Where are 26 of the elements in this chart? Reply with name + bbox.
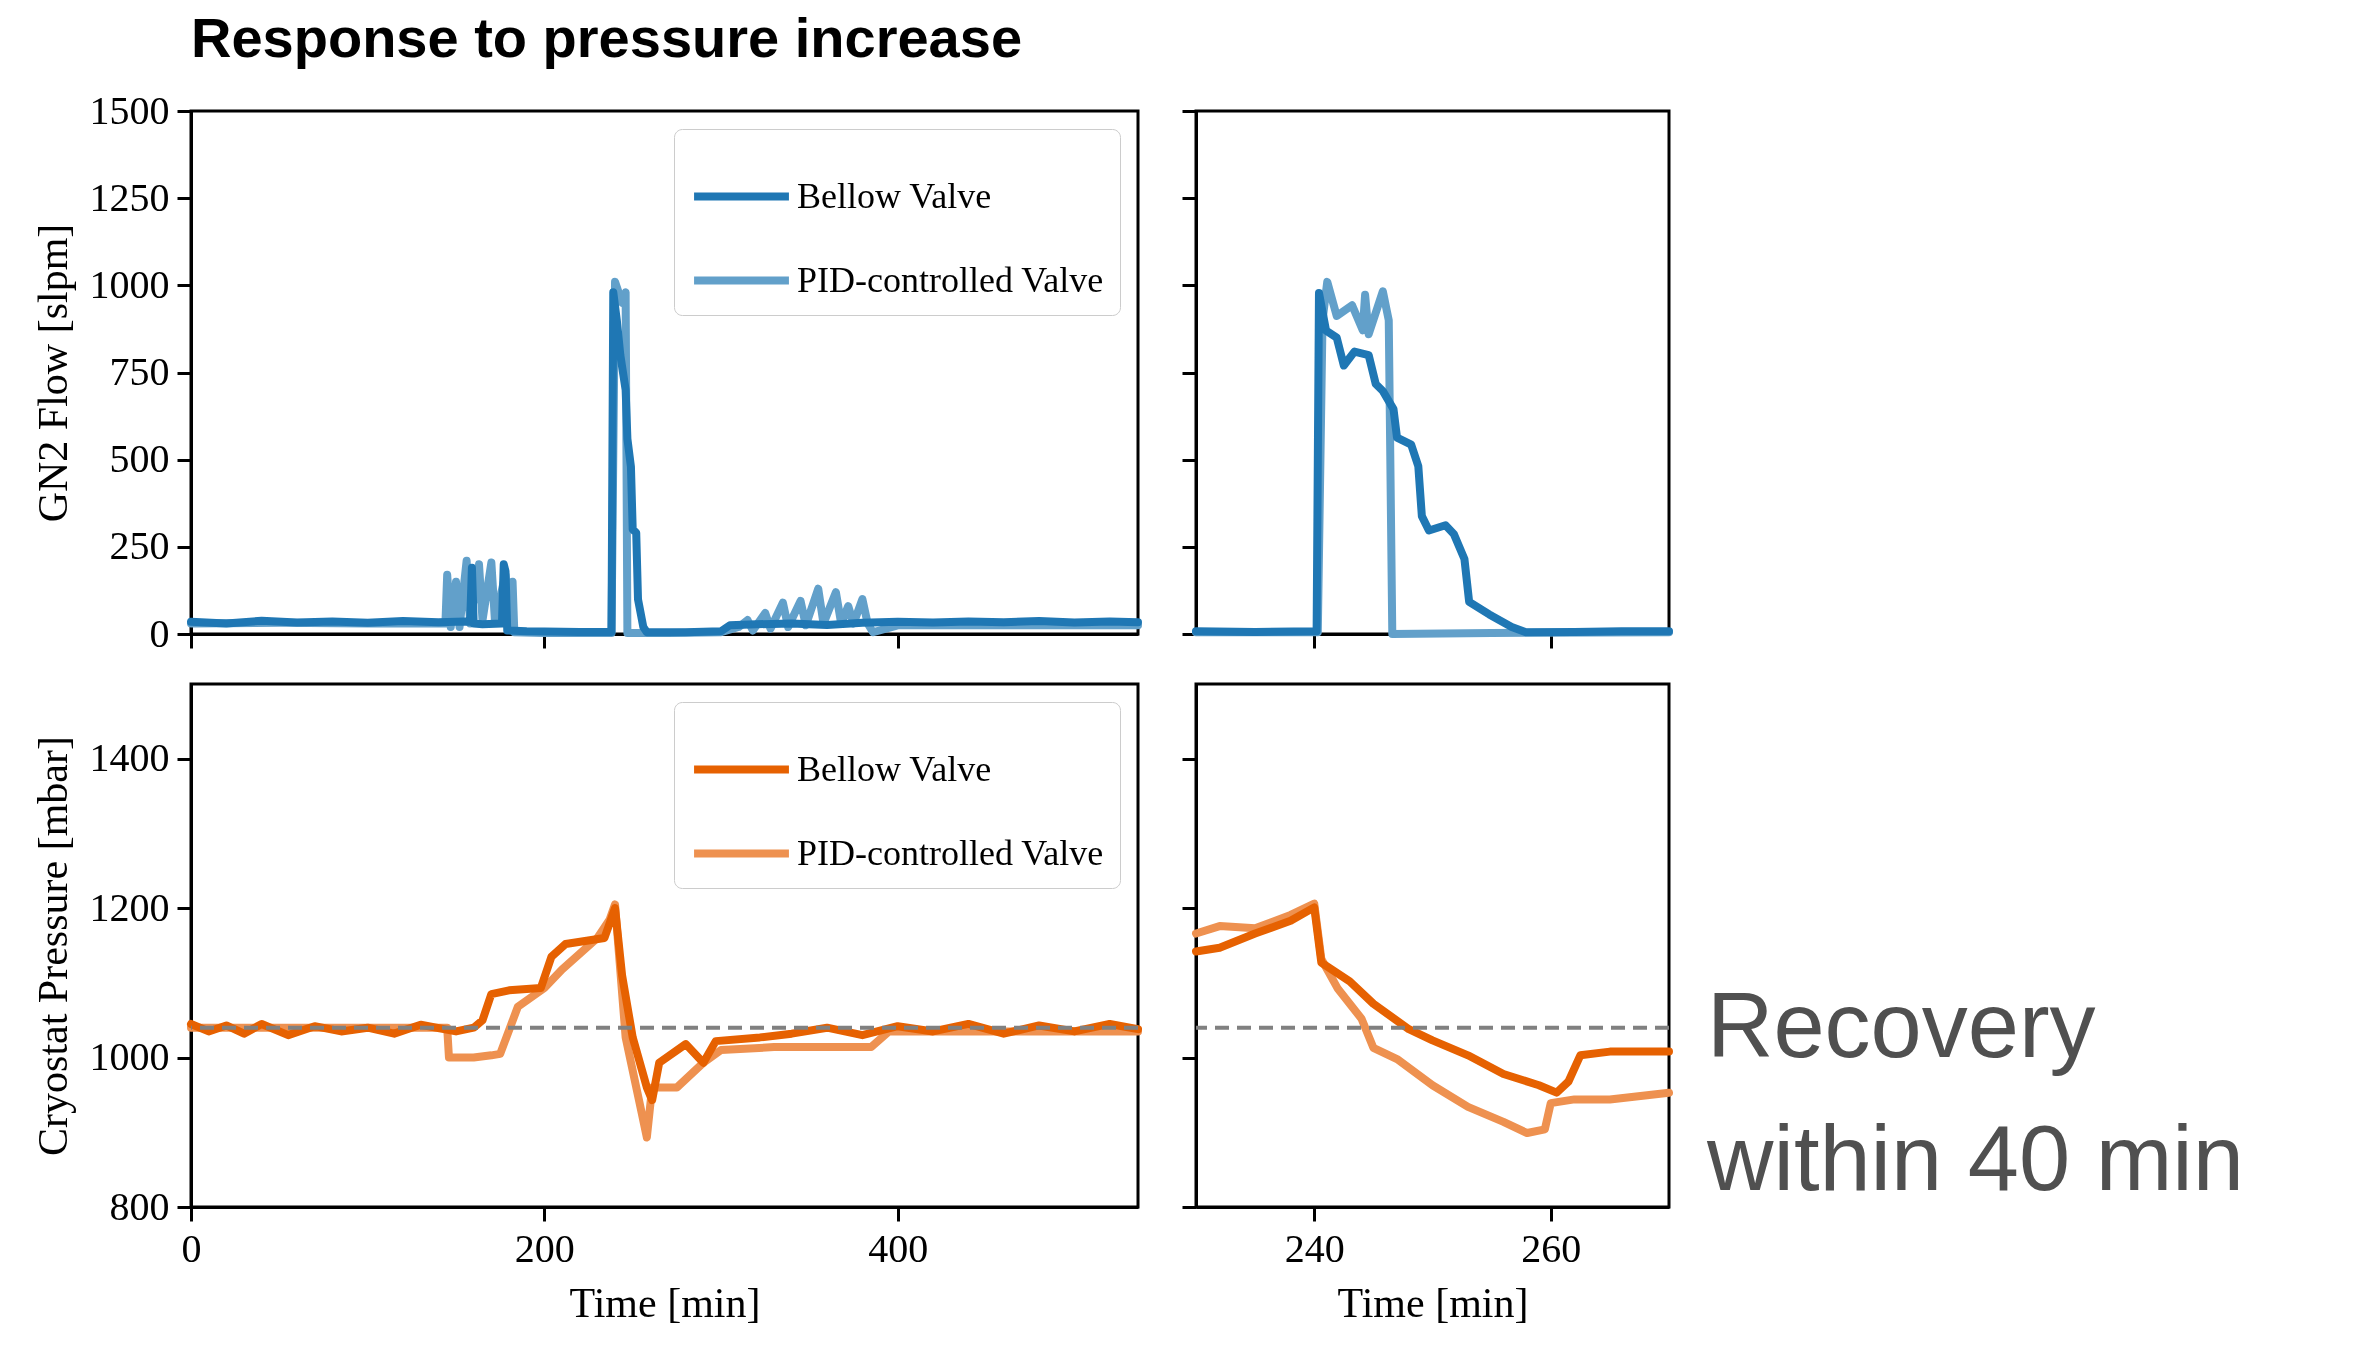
y-tick-label: 1000 bbox=[89, 261, 170, 307]
y-tick-label: 1250 bbox=[89, 174, 170, 220]
x-tick-label: 400 bbox=[868, 1225, 929, 1271]
x-tick-label: 240 bbox=[1284, 1225, 1345, 1271]
y-tick-label: 0 bbox=[149, 610, 170, 656]
y-tick-label: 1000 bbox=[89, 1034, 170, 1080]
legend-label: PID-controlled Valve bbox=[797, 259, 1104, 300]
y-tick-label: 1500 bbox=[89, 87, 170, 133]
x-axis-title: Time [min] bbox=[1337, 1279, 1529, 1326]
x-axis-title: Time [min] bbox=[569, 1279, 761, 1326]
y-tick-label: 1400 bbox=[89, 735, 170, 781]
legend-label: Bellow Valve bbox=[797, 748, 992, 789]
y-tick-label: 1200 bbox=[89, 884, 170, 930]
text: Recovery within 40 min bbox=[1706, 974, 2244, 1209]
y-tick-label: 800 bbox=[109, 1183, 170, 1229]
y-axis-title: Cryostat Pressure [mbar] bbox=[29, 736, 76, 1156]
legend-label: PID-controlled Valve bbox=[797, 832, 1104, 873]
y-tick-label: 750 bbox=[109, 349, 170, 394]
x-tick-label: 200 bbox=[514, 1225, 575, 1271]
y-axis-title: GN2 Flow [slpm] bbox=[29, 223, 76, 523]
chart-title: Response to pressure increase bbox=[191, 6, 1023, 69]
y-tick-label: 250 bbox=[109, 523, 170, 569]
legend-label: Bellow Valve bbox=[797, 175, 992, 216]
x-tick-label: 0 bbox=[181, 1225, 202, 1271]
y-tick-label: 500 bbox=[109, 436, 170, 482]
x-tick-label: 260 bbox=[1521, 1225, 1582, 1271]
